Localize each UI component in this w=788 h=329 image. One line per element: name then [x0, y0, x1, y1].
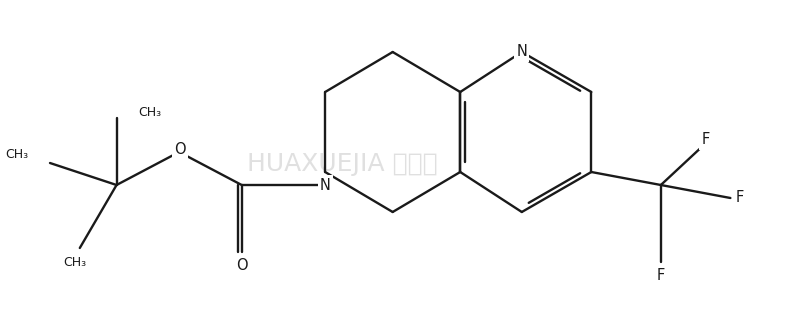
Text: F: F	[735, 190, 743, 206]
Text: HUAXUEJIA 化学加: HUAXUEJIA 化学加	[247, 153, 437, 176]
Text: N: N	[320, 178, 331, 192]
Text: CH₃: CH₃	[5, 148, 28, 162]
Text: CH₃: CH₃	[63, 256, 87, 268]
Text: CH₃: CH₃	[139, 107, 162, 119]
Text: O: O	[174, 142, 186, 158]
Text: F: F	[656, 267, 665, 283]
Text: N: N	[516, 44, 527, 60]
Text: F: F	[701, 133, 710, 147]
Text: O: O	[236, 259, 247, 273]
